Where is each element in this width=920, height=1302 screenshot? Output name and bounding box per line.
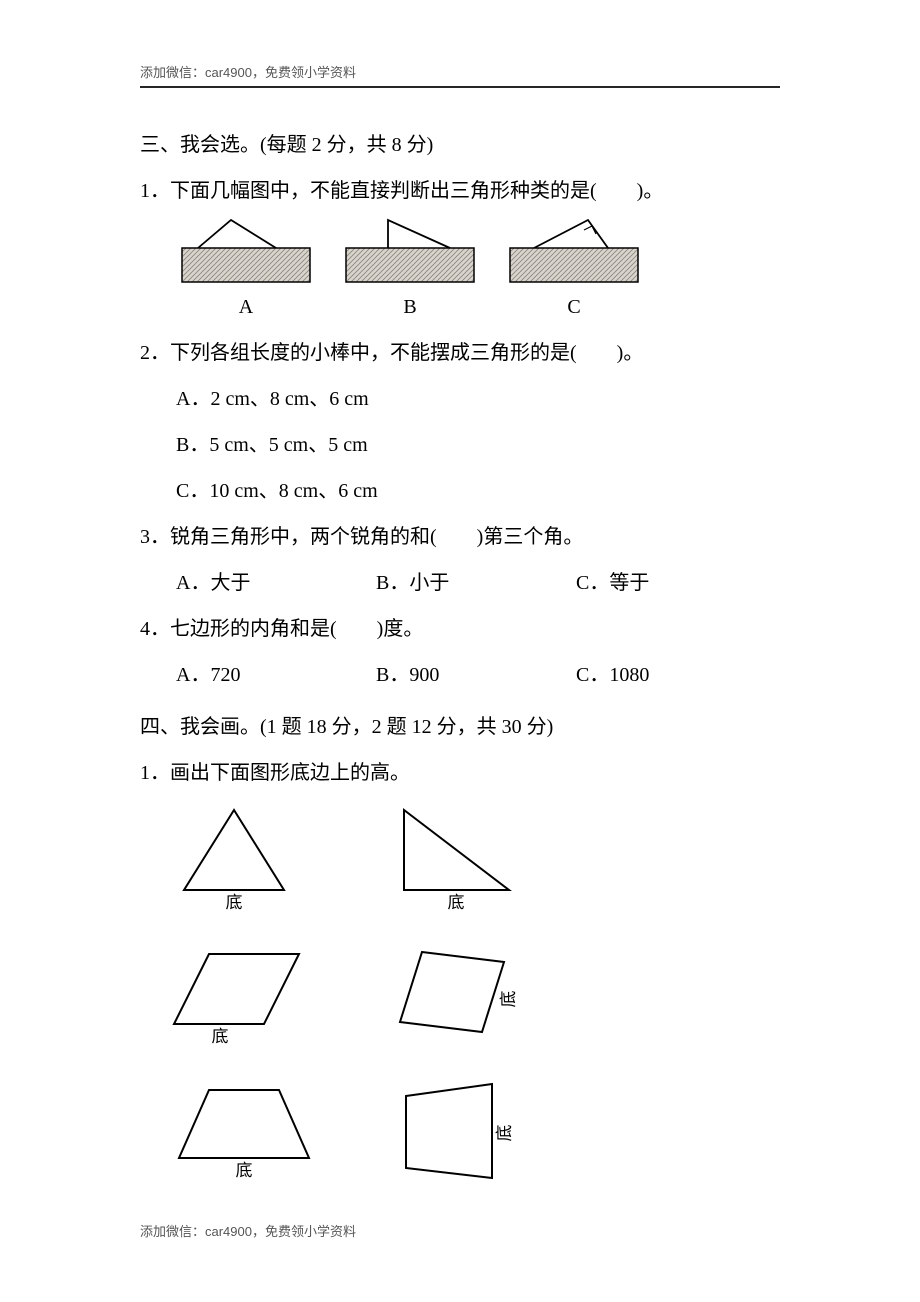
q3-optC: C．等于 bbox=[576, 564, 756, 602]
q1-svg-c bbox=[504, 218, 644, 284]
draw-grid: 底 底 底 bbox=[140, 800, 780, 1206]
q3-optA: A．大于 bbox=[176, 564, 376, 602]
section4-heading: 四、我会画。(1 题 18 分，2 题 12 分，共 30 分) bbox=[140, 708, 780, 746]
label-di-1: 底 bbox=[226, 893, 243, 912]
label-di-6: 底 bbox=[495, 1125, 514, 1142]
q3-stem: 3．锐角三角形中，两个锐角的和( )第三个角。 bbox=[140, 518, 780, 556]
shape-trapezoid-2: 底 bbox=[384, 1078, 564, 1206]
draw-row-1: 底 底 bbox=[164, 800, 780, 928]
section3-heading: 三、我会选。(每题 2 分，共 8 分) bbox=[140, 126, 780, 164]
shape-triangle-right: 底 bbox=[384, 800, 564, 928]
q2-optC: C．10 cm、8 cm、6 cm bbox=[140, 472, 780, 510]
label-di-4: 底 bbox=[499, 991, 518, 1008]
shape-parallelogram-2: 底 bbox=[384, 944, 564, 1062]
q1-fig-c: C bbox=[504, 218, 644, 326]
s4-q1-stem: 1．画出下面图形底边上的高。 bbox=[140, 754, 780, 792]
svg-triangle-right: 底 bbox=[384, 800, 534, 915]
q2-optA: A．2 cm、8 cm、6 cm bbox=[140, 380, 780, 418]
label-di-3: 底 bbox=[212, 1027, 229, 1046]
q4-stem: 4．七边形的内角和是( )度。 bbox=[140, 610, 780, 648]
q3-options: A．大于 B．小于 C．等于 bbox=[140, 564, 780, 602]
q2-stem: 2．下列各组长度的小棒中，不能摆成三角形的是( )。 bbox=[140, 334, 780, 372]
q1-figures: A B bbox=[140, 218, 780, 326]
q4-optA: A．720 bbox=[176, 656, 376, 694]
svg-triangle-iso: 底 bbox=[164, 800, 314, 915]
q1-fig-b: B bbox=[340, 218, 480, 326]
q4-optC: C．1080 bbox=[576, 656, 756, 694]
q4-options: A．720 B．900 C．1080 bbox=[140, 656, 780, 694]
shape-triangle-iso: 底 bbox=[164, 800, 344, 928]
svg-para2: 底 bbox=[384, 944, 544, 1049]
q1-label-a: A bbox=[176, 288, 316, 326]
q4-optB: B．900 bbox=[376, 656, 576, 694]
svg-trap2: 底 bbox=[384, 1078, 544, 1193]
shape-trapezoid-1: 底 bbox=[164, 1078, 344, 1206]
header-rule bbox=[140, 86, 780, 88]
q1-label-c: C bbox=[504, 288, 644, 326]
q1-stem: 1．下面几幅图中，不能直接判断出三角形种类的是( )。 bbox=[140, 172, 780, 210]
content: 三、我会选。(每题 2 分，共 8 分) 1．下面几幅图中，不能直接判断出三角形… bbox=[140, 118, 780, 1222]
page: 添加微信：car4900，免费领小学资料 三、我会选。(每题 2 分，共 8 分… bbox=[0, 0, 920, 1302]
draw-row-3: 底 底 bbox=[164, 1078, 780, 1206]
label-di-5: 底 bbox=[236, 1161, 253, 1180]
header-note: 添加微信：car4900，免费领小学资料 bbox=[140, 62, 356, 81]
footer-note: 添加微信：car4900，免费领小学资料 bbox=[140, 1221, 356, 1240]
q1-svg-b bbox=[340, 218, 480, 284]
q3-optB: B．小于 bbox=[376, 564, 576, 602]
shape-parallelogram-1: 底 bbox=[164, 944, 344, 1062]
label-di-2: 底 bbox=[448, 893, 465, 912]
q1-fig-a: A bbox=[176, 218, 316, 326]
svg-trap1: 底 bbox=[164, 1078, 334, 1183]
q1-label-b: B bbox=[340, 288, 480, 326]
q1-svg-a bbox=[176, 218, 316, 284]
draw-row-2: 底 底 bbox=[164, 944, 780, 1062]
svg-para1: 底 bbox=[164, 944, 324, 1049]
q2-optB: B．5 cm、5 cm、5 cm bbox=[140, 426, 780, 464]
